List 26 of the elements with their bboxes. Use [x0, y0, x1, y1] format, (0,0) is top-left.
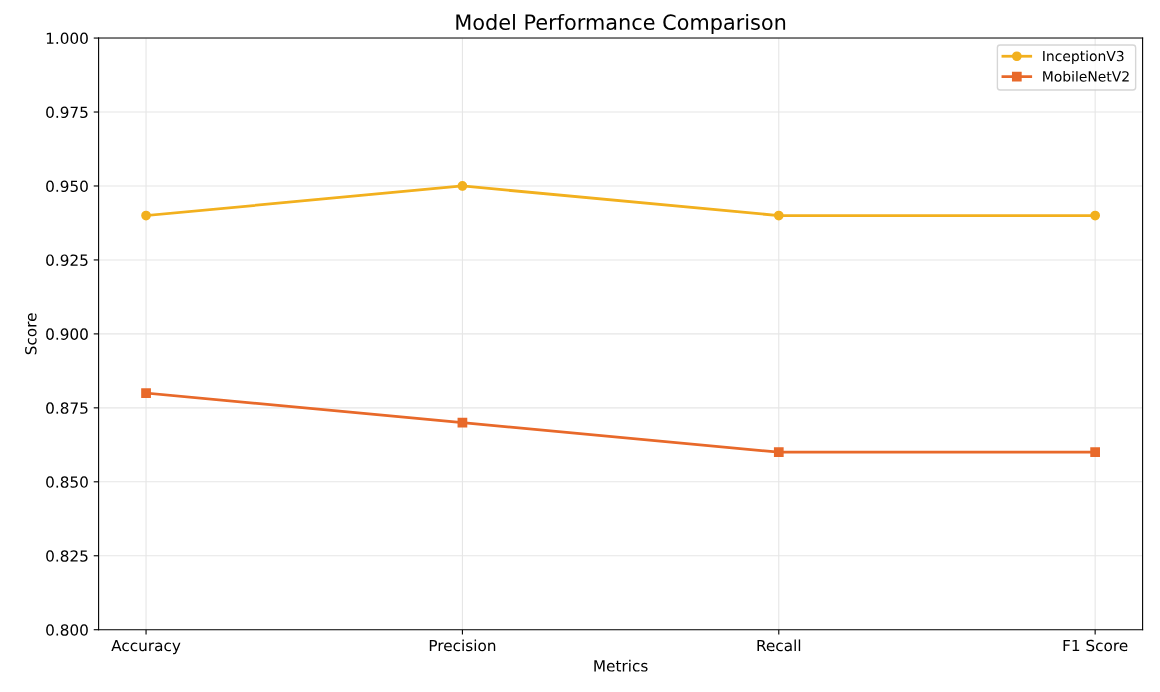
y-tick-label: 0.800: [46, 624, 88, 636]
y-tick-label: 0.975: [46, 106, 88, 119]
point: [141, 388, 151, 398]
y-tick-label: 0.950: [46, 180, 88, 192]
y-axis-title: Score: [25, 313, 37, 355]
point: [773, 210, 784, 221]
x-tick-label: F1 Score: [1063, 639, 1128, 652]
point: [1090, 447, 1101, 458]
y-tick-label: 1.000: [46, 32, 88, 45]
point: [1090, 210, 1101, 221]
point: [457, 181, 468, 191]
x-axis-title: Metrics: [594, 659, 648, 672]
y-tick-label: 0.925: [46, 254, 88, 266]
point: [457, 417, 468, 428]
legend-label: InceptionV3: [1043, 50, 1124, 64]
x-tick-label: Precision: [429, 639, 496, 652]
y-tick-label: 0.875: [46, 402, 88, 414]
x-tick-label: Recall: [757, 639, 801, 652]
point: [773, 447, 784, 458]
y-tick-label: 0.825: [46, 550, 88, 562]
x-tick-label: Accuracy: [111, 639, 181, 655]
point: [141, 210, 151, 221]
chart-title: Model Performance Comparison: [456, 13, 786, 35]
y-tick-label: 0.900: [46, 328, 88, 340]
y-tick-label: 0.850: [46, 476, 88, 488]
legend-label: MobileNetV2: [1043, 70, 1129, 82]
